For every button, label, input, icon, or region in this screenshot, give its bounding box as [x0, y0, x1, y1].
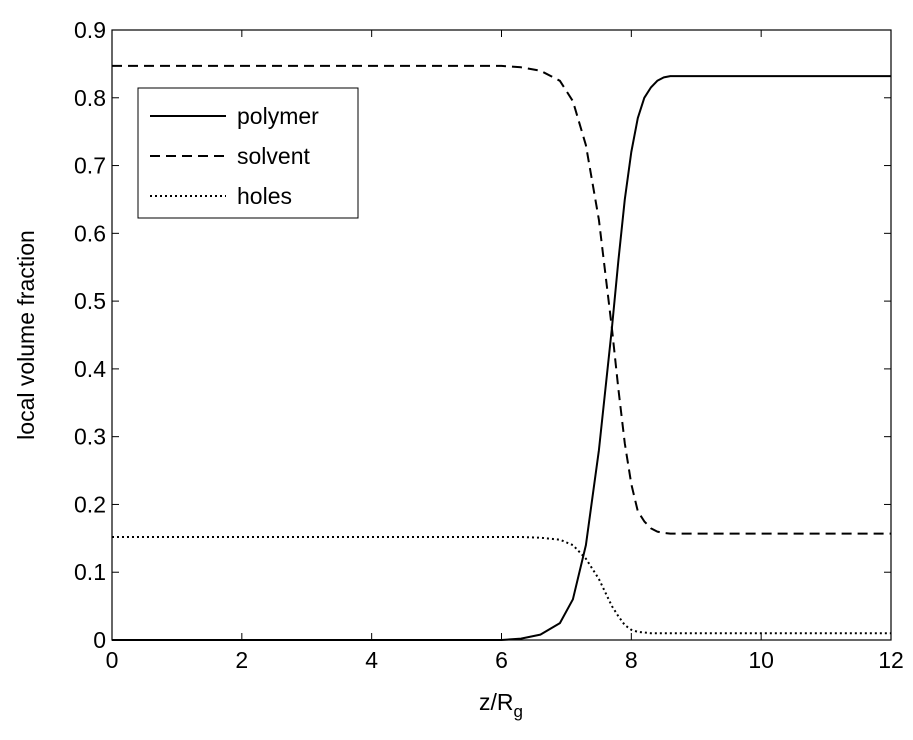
y-tick-label: 0.7: [74, 153, 106, 179]
y-tick-label: 0.6: [74, 220, 106, 246]
x-tick-label: 12: [878, 647, 904, 673]
x-tick-label: 0: [106, 647, 119, 673]
series-line-holes: [112, 536, 891, 635]
x-axis-title: z/Rg: [479, 689, 523, 721]
x-axis-title-subscript: g: [514, 702, 523, 721]
y-tick-label: 0: [93, 627, 106, 653]
legend-box: [137, 87, 359, 219]
y-tick-label: 0.9: [74, 17, 106, 43]
series-line-solvent: [112, 64, 891, 535]
series-line-polymer: [112, 75, 891, 641]
x-tick-label: 10: [748, 647, 774, 673]
x-tick-label: 4: [365, 647, 378, 673]
legend-label-polymer: polymer: [237, 103, 319, 129]
axis-tick-labels: 0 2 4 6 8 10 12 0 0.1 0.2 0.3 0.4 0.5 0.6 0.7 0.8 0.9: [74, 17, 904, 673]
legend-label-holes: holes: [237, 183, 292, 209]
y-tick-label: 0.3: [74, 424, 106, 450]
y-tick-label: 0.8: [74, 85, 106, 111]
legend-label-solvent: solvent: [237, 143, 310, 169]
y-tick-label: 0.5: [74, 288, 106, 314]
x-tick-label: 8: [625, 647, 638, 673]
series-layer: [112, 64, 891, 641]
y-axis-title: local volume fraction: [13, 230, 39, 440]
legend: polymer solvent holes: [137, 87, 359, 219]
x-axis-title-main: z/R: [479, 689, 514, 715]
y-tick-label: 0.1: [74, 559, 106, 585]
x-tick-label: 6: [495, 647, 508, 673]
axis-ticks: [111, 29, 892, 641]
y-tick-label: 0.4: [74, 356, 106, 382]
x-tick-label: 2: [235, 647, 248, 673]
y-tick-label: 0.2: [74, 491, 106, 517]
